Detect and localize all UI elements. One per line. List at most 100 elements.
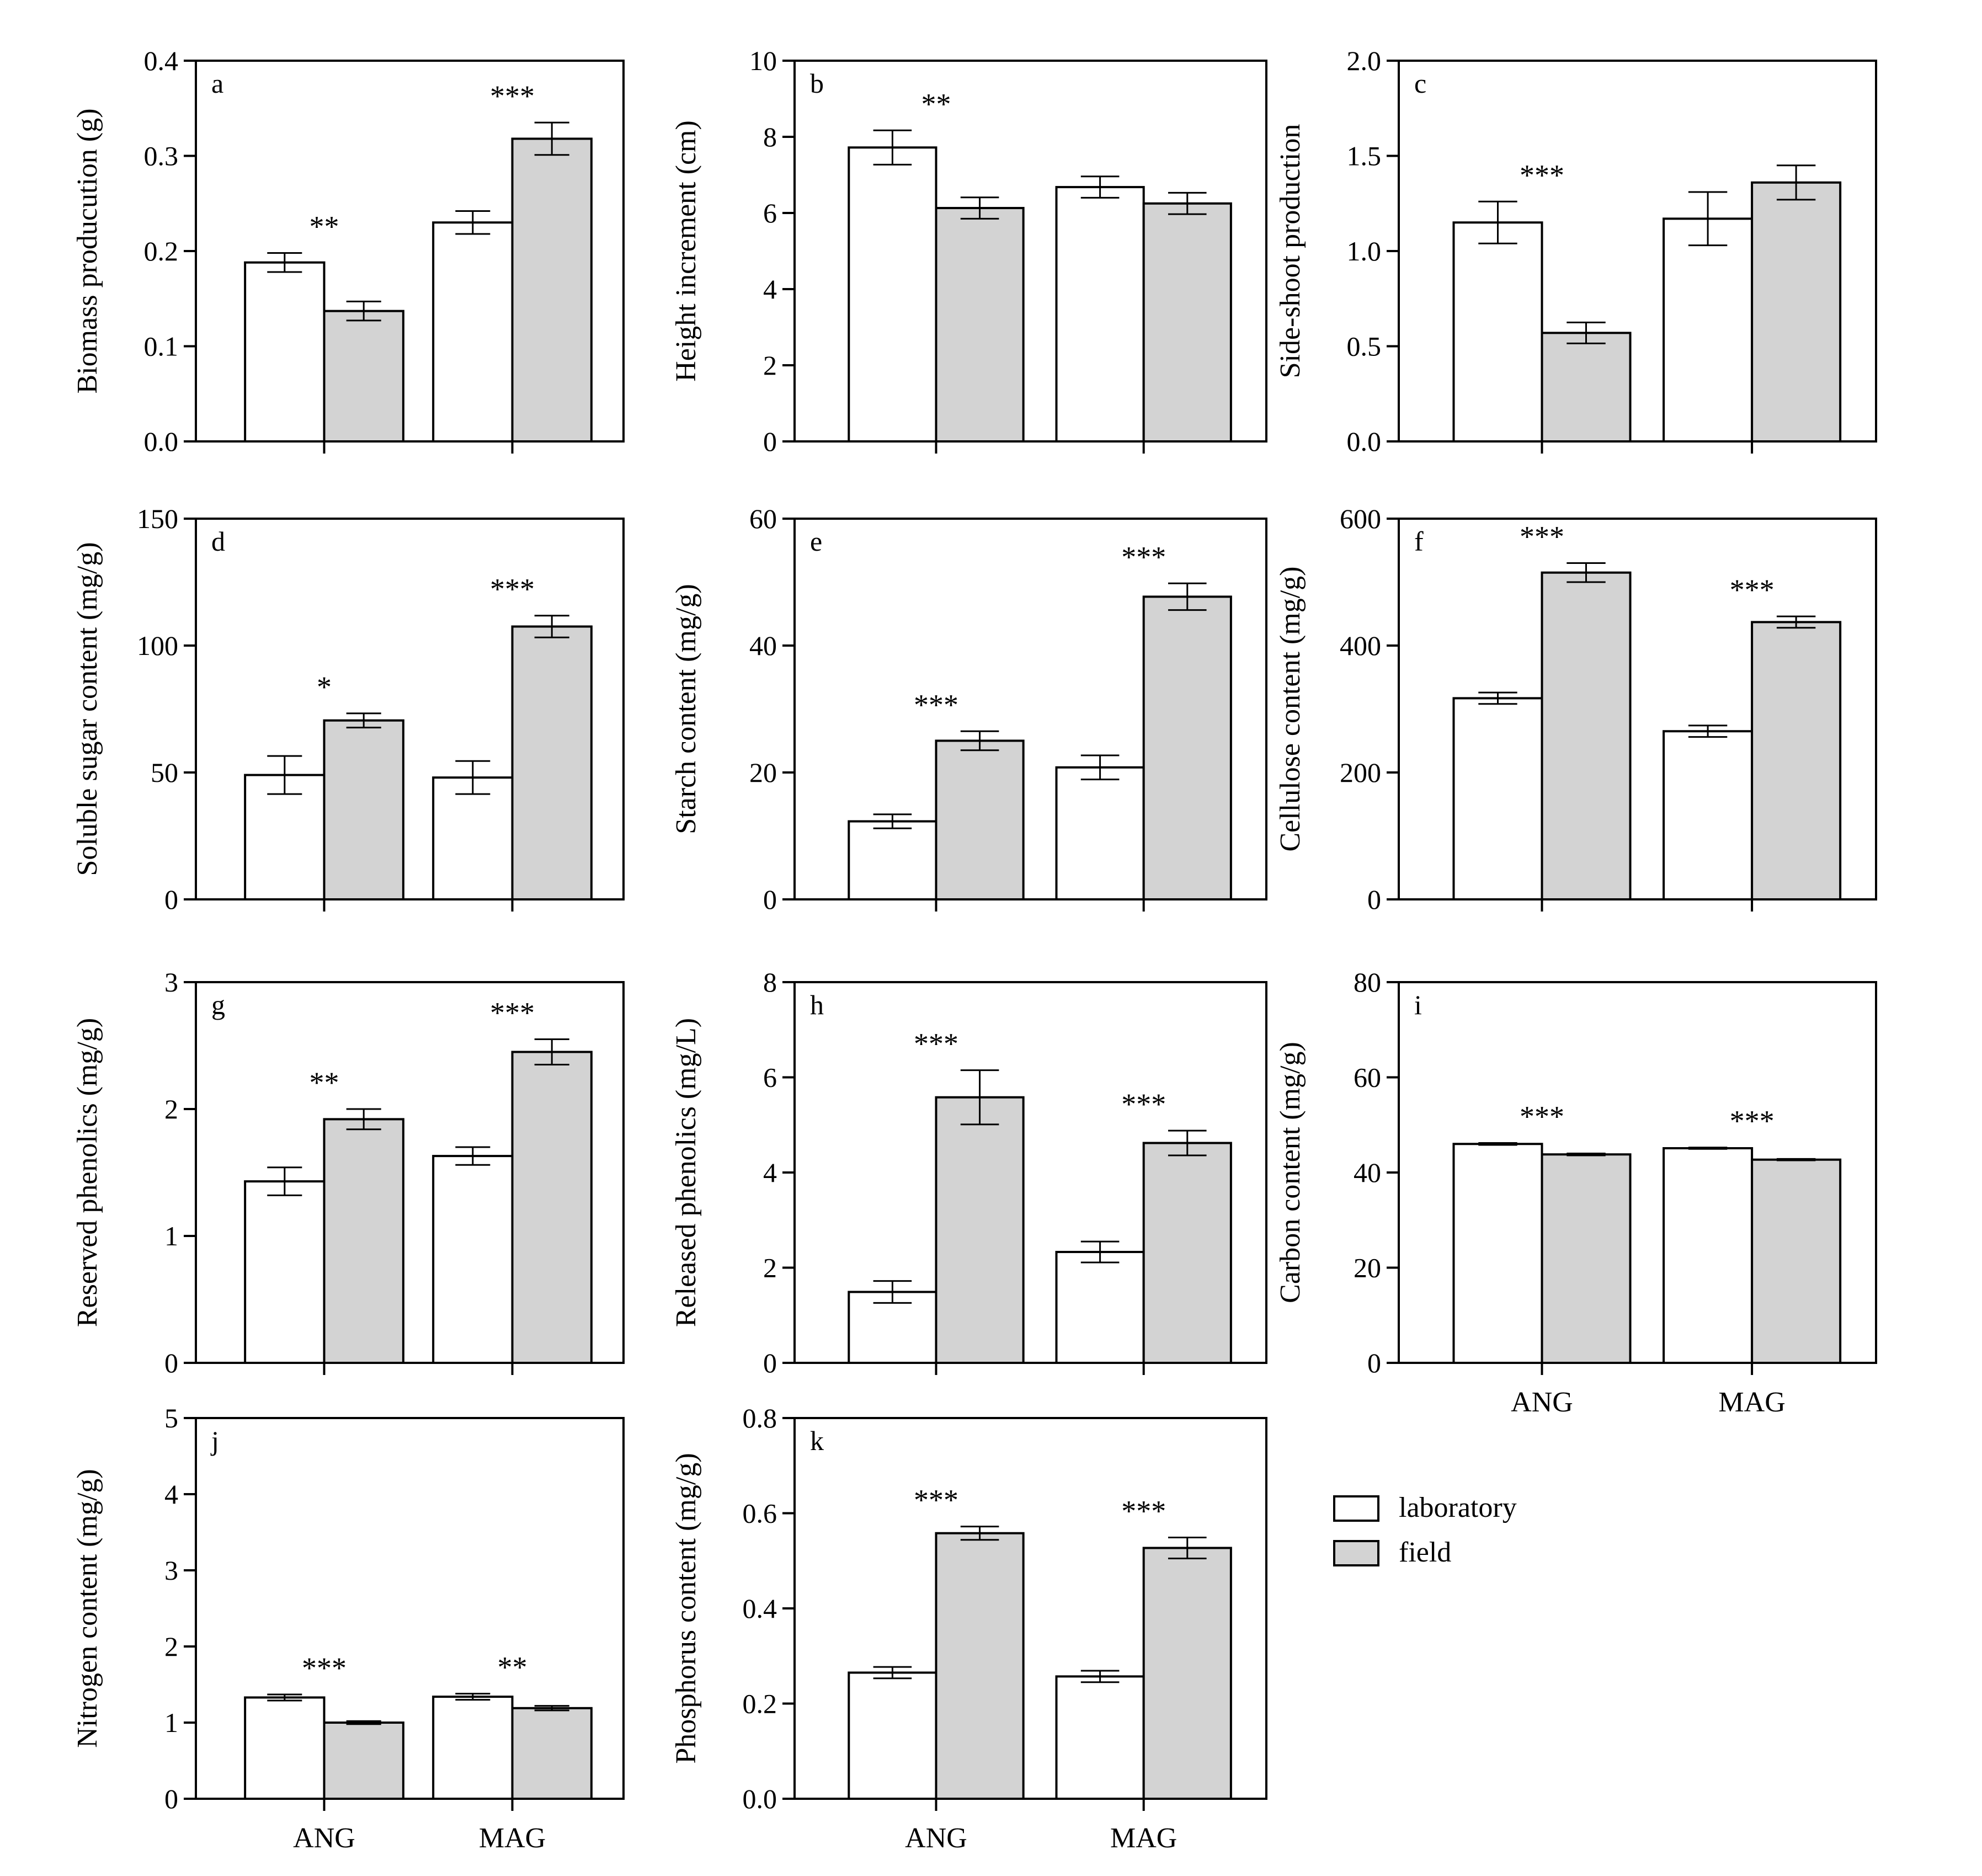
y-tick-label: 1: [164, 1221, 178, 1251]
y-tick-label: 100: [137, 630, 178, 661]
legend-swatch-field: [1333, 1540, 1379, 1566]
y-tick-label: 600: [1340, 503, 1381, 534]
bar-field-ang: [1541, 332, 1632, 443]
bar-field-mag: [1142, 202, 1232, 443]
y-tick-label: 6: [763, 198, 777, 228]
y-tick-label: 5: [164, 1403, 178, 1433]
bar-laboratory-mag: [432, 1155, 514, 1365]
y-tick-label: 0.8: [743, 1403, 777, 1433]
y-axis-label: Carbon content (mg/g): [1275, 1042, 1306, 1303]
y-tick-label: 2: [763, 1253, 777, 1283]
y-tick-label: 0.4: [144, 45, 179, 76]
y-tick-label: 0.0: [743, 1783, 777, 1814]
bar-laboratory-ang: [848, 1671, 937, 1800]
bar-laboratory-mag: [432, 1696, 514, 1800]
x-tick-label: ANG: [905, 1822, 967, 1854]
panel-i: i 0 20 40 60 80 Carbon content (mg/g) *** ANG ***…: [1275, 967, 1877, 1418]
panel-h: h 0 2 4 6 8 Released phenolics (mg/L) *** ***: [670, 967, 1267, 1378]
bar-laboratory-mag: [432, 776, 514, 900]
significance-marker: ***: [1520, 1100, 1564, 1133]
y-tick-label: 60: [1354, 1062, 1381, 1093]
y-tick-label: 0.5: [1347, 331, 1382, 362]
y-tick-label: 150: [137, 503, 178, 534]
y-axis-label: Starch content (mg/g): [670, 584, 702, 834]
plot-frame: [195, 518, 625, 900]
y-tick-label: 6: [763, 1062, 777, 1093]
significance-marker: ***: [1121, 540, 1166, 573]
y-tick-label: 2: [164, 1631, 178, 1662]
bar-laboratory-ang: [848, 820, 937, 901]
bar-field-mag: [1751, 621, 1842, 900]
y-axis-label: Nitrogen content (mg/g): [72, 1469, 103, 1747]
significance-marker: ***: [490, 573, 535, 606]
y-tick-label: 0: [763, 426, 777, 457]
significance-marker: ***: [1121, 1494, 1166, 1527]
bar-field-mag: [1142, 1547, 1232, 1800]
y-tick-label: 0.6: [743, 1498, 777, 1529]
y-tick-label: 0.2: [144, 236, 179, 267]
x-tick-label: MAG: [1718, 1387, 1785, 1418]
panel-letter: c: [1414, 68, 1426, 99]
y-tick-label: 0: [763, 1347, 777, 1378]
plot-frame: [1398, 518, 1877, 900]
panel-letter: f: [1414, 526, 1424, 557]
y-tick-label: 4: [763, 1157, 777, 1188]
significance-marker: ***: [1730, 1105, 1775, 1138]
plot-frame: [195, 1417, 625, 1800]
x-tick-label: MAG: [479, 1822, 546, 1854]
bar-laboratory-mag: [1663, 730, 1754, 900]
bar-laboratory-ang: [244, 261, 326, 443]
bar-field-mag: [1142, 595, 1232, 900]
y-axis-label: Released phenolics (mg/L): [670, 1018, 702, 1327]
y-tick-label: 400: [1340, 630, 1381, 661]
panel-letter: i: [1414, 989, 1422, 1020]
x-tick-label: ANG: [293, 1822, 355, 1854]
significance-marker: ***: [1121, 1088, 1166, 1121]
significance-marker: *: [317, 670, 332, 704]
bar-laboratory-mag: [1055, 1675, 1145, 1800]
y-tick-label: 40: [1354, 1157, 1381, 1188]
panel-letter: g: [211, 989, 225, 1020]
legend: laboratory field: [1333, 1492, 1517, 1568]
y-tick-label: 0.0: [1347, 426, 1382, 457]
bar-field-mag: [1751, 181, 1842, 443]
panel-letter: d: [211, 526, 225, 557]
bar-laboratory-ang: [244, 1696, 326, 1800]
plot-frame: [793, 60, 1267, 443]
significance-marker: ***: [490, 996, 535, 1030]
y-tick-label: 50: [151, 757, 178, 788]
bar-field-mag: [511, 1707, 593, 1800]
y-axis-label: Cellulose content (mg/g): [1275, 566, 1306, 851]
y-tick-label: 0: [164, 1783, 178, 1814]
bar-field-ang: [935, 1096, 1025, 1364]
y-tick-label: 2.0: [1347, 45, 1382, 76]
y-tick-label: 0: [1367, 1347, 1381, 1378]
panels: a 0.0 0.1 0.2 0.3 0.4 Biomass producution (g) *…: [72, 45, 1877, 1854]
panel-j: j 0 1 2 3 4 5 Nitrogen content (mg/g) *** ANG ** MA…: [72, 1403, 625, 1854]
panel-letter: h: [810, 989, 824, 1020]
y-tick-label: 200: [1340, 757, 1381, 788]
y-tick-label: 10: [749, 45, 777, 76]
bar-laboratory-ang: [848, 146, 937, 443]
bar-field-ang: [1541, 1153, 1632, 1365]
y-tick-label: 0.1: [144, 331, 179, 362]
bar-laboratory-mag: [1055, 1251, 1145, 1365]
significance-marker: ***: [490, 79, 535, 113]
panel-k: k 0.0 0.2 0.4 0.6 0.8 Phosphorus content (mg/g…: [670, 1403, 1267, 1854]
bar-laboratory-ang: [244, 774, 326, 900]
y-axis-label: Phosphorus content (mg/g): [670, 1453, 702, 1763]
bar-laboratory-ang: [244, 1180, 326, 1365]
bar-laboratory-ang: [1452, 221, 1543, 443]
bar-field-ang: [935, 1532, 1025, 1800]
bar-field-ang: [323, 1722, 404, 1800]
significance-marker: ***: [914, 1027, 958, 1060]
y-tick-label: 0.0: [144, 426, 179, 457]
legend-label-laboratory: laboratory: [1399, 1492, 1517, 1523]
bar-field-ang: [323, 310, 404, 443]
y-tick-label: 4: [164, 1479, 178, 1510]
y-tick-label: 8: [763, 121, 777, 152]
panel-b: b 0 2 4 6 8 10 Height increment (cm) **: [670, 45, 1267, 457]
bar-field-mag: [1751, 1158, 1842, 1364]
